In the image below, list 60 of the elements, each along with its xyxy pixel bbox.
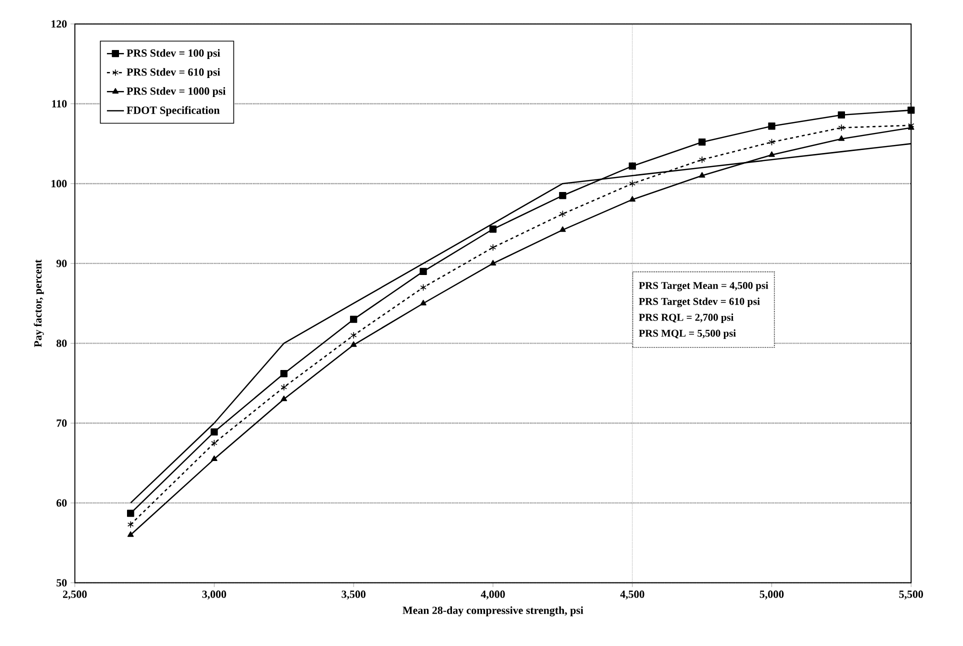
annotation: PRS Target Stdev = 610 psi — [638, 298, 760, 308]
y-axis-title: Pay factor, percent — [34, 260, 44, 348]
annotation: PRS Target Mean = 4,500 psi — [638, 282, 768, 292]
x-tick-label: 4,500 — [620, 590, 644, 600]
point — [559, 192, 566, 200]
point — [628, 162, 636, 170]
y-tick-label: 70 — [56, 420, 67, 427]
point — [838, 136, 845, 142]
point — [280, 370, 288, 378]
legend-label: FDOT Specification — [126, 106, 220, 116]
x-tick-label: 3,000 — [202, 590, 226, 600]
point — [420, 284, 426, 292]
point — [350, 341, 357, 348]
point — [768, 122, 776, 130]
point — [908, 106, 915, 114]
point — [838, 112, 846, 119]
x-tick-label: 5,000 — [760, 590, 784, 600]
point — [838, 124, 845, 132]
x-tick-label: 2,500 — [62, 590, 87, 600]
point — [350, 332, 357, 340]
y-tick-label: 110 — [52, 100, 67, 108]
point — [420, 300, 426, 306]
x-tick-label: 4,000 — [480, 590, 505, 600]
point — [280, 384, 288, 391]
point — [350, 316, 358, 324]
legend-label: PRS Stdev = 100 psi — [126, 49, 220, 60]
x-axis-title: Mean 28-day compressive strength, psi — [402, 606, 584, 617]
point — [420, 268, 427, 276]
point — [768, 138, 775, 146]
point — [211, 456, 218, 462]
point — [127, 510, 134, 518]
point — [280, 396, 288, 402]
point — [211, 440, 218, 447]
point — [629, 196, 636, 202]
annotation: PRS MQL = 5,500 psi — [638, 330, 736, 340]
point — [210, 428, 218, 436]
y-tick-label: 80 — [56, 340, 67, 348]
point — [908, 124, 914, 130]
legend-label: PRS Stdev = 1000 psi — [126, 87, 226, 98]
annotation: PRS RQL = 2,700 psi — [638, 314, 734, 324]
y-tick-label: 50 — [56, 579, 67, 587]
x-tick-label: 3,500 — [342, 590, 366, 600]
legend-label: PRS Stdev = 610 psi — [126, 68, 220, 78]
y-tick-label: 60 — [56, 499, 67, 507]
y-tick-label: 100 — [52, 180, 67, 188]
y-tick-label: 120 — [52, 20, 67, 28]
point — [768, 151, 775, 158]
y-tick-label: 90 — [56, 260, 67, 268]
x-tick-label: 5,500 — [899, 590, 923, 600]
point — [489, 226, 497, 233]
point — [127, 521, 134, 528]
point — [698, 172, 706, 178]
point — [629, 180, 636, 188]
point — [490, 260, 496, 266]
point — [698, 156, 706, 164]
point — [490, 244, 496, 252]
point — [560, 210, 566, 218]
point — [127, 531, 134, 538]
point — [698, 138, 706, 146]
point — [560, 226, 566, 232]
